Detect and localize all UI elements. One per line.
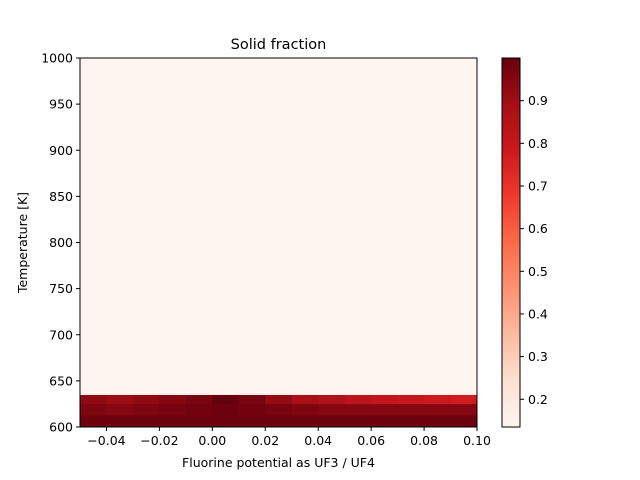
heatmap-cell <box>265 58 293 395</box>
x-tick-label: 0.06 <box>357 433 385 448</box>
y-tick-label: 600 <box>49 420 73 435</box>
heatmap-cell <box>238 58 266 395</box>
colorbar-tick-label: 0.8 <box>528 136 548 151</box>
heatmap-cell <box>291 58 319 395</box>
colorbar-tick-label: 0.7 <box>528 178 548 193</box>
heatmap-cell <box>424 415 451 428</box>
heatmap-cell <box>318 58 346 395</box>
y-tick-label: 900 <box>49 143 73 158</box>
heatmap-cell <box>265 403 293 416</box>
x-tick-label: 0.08 <box>410 433 438 448</box>
heatmap-cell <box>397 403 425 416</box>
heatmap-cells <box>80 58 478 428</box>
heatmap-cell <box>291 394 319 405</box>
x-tick-label: 0.02 <box>251 433 279 448</box>
colorbar-tick-label: 0.2 <box>528 392 548 407</box>
heatmap-cell <box>397 58 425 395</box>
heatmap-cell <box>185 394 213 405</box>
y-axis-ticks: 600 650 700 750 800 850 900 950 1000 <box>41 51 80 435</box>
heatmap-cell <box>450 403 478 416</box>
chart-title: Solid fraction <box>231 37 327 53</box>
y-tick-label: 700 <box>49 327 73 342</box>
x-tick-label: −0.04 <box>87 433 125 448</box>
heatmap-cell <box>371 403 398 416</box>
heatmap-cell <box>424 394 451 405</box>
y-tick-label: 850 <box>49 189 73 204</box>
y-tick-label: 1000 <box>41 51 73 66</box>
colorbar-tick-label: 0.5 <box>528 264 548 279</box>
heatmap-cell <box>397 394 425 405</box>
heatmap-cell <box>265 415 293 428</box>
heatmap-cell <box>265 394 293 405</box>
heatmap-cell <box>159 403 187 416</box>
heatmap-cell <box>132 58 160 395</box>
heatmap-cell <box>80 394 107 405</box>
x-axis-ticks: −0.04 −0.02 0.00 0.02 0.04 0.06 0.08 0.10 <box>87 427 491 448</box>
colorbar <box>501 57 521 428</box>
heatmap-cell <box>159 394 187 405</box>
colorbar-tick-label: 0.9 <box>528 93 548 108</box>
heatmap-cell <box>397 415 425 428</box>
x-tick-label: 0.10 <box>463 433 491 448</box>
x-tick-label: −0.02 <box>140 433 178 448</box>
heatmap-cell <box>132 403 160 416</box>
heatmap-cell <box>450 394 478 405</box>
heatmap-cell <box>238 415 266 428</box>
heatmap-cell <box>424 403 451 416</box>
x-axis-label: Fluorine potential as UF3 / UF4 <box>182 455 375 470</box>
heatmap-cell <box>424 58 451 395</box>
heatmap-cell <box>80 403 107 416</box>
heatmap-cell <box>212 403 240 416</box>
colorbar-tick-label: 0.3 <box>528 349 548 364</box>
heatmap-cell <box>450 58 478 395</box>
heatmap-cell <box>212 58 240 395</box>
heatmap-cell <box>371 394 398 405</box>
heatmap-cell <box>106 403 134 416</box>
heatmap-cell <box>344 415 372 428</box>
heatmap-cell <box>106 415 134 428</box>
y-tick-label: 950 <box>49 97 73 112</box>
y-tick-label: 650 <box>49 373 73 388</box>
heatmap-cell <box>159 58 187 395</box>
colorbar-tick-label: 0.6 <box>528 221 548 236</box>
heatmap-cell <box>318 415 346 428</box>
heatmap-cell <box>371 58 398 395</box>
x-tick-label: 0.00 <box>198 433 226 448</box>
heatmap-cell <box>291 403 319 416</box>
heatmap-cell <box>344 403 372 416</box>
heatmap-cell <box>344 394 372 405</box>
heatmap-cell <box>212 415 240 428</box>
heatmap-cell <box>106 58 134 395</box>
heatmap-cell <box>318 394 346 405</box>
heatmap-cell <box>212 394 240 405</box>
heatmap-cell <box>80 415 107 428</box>
y-tick-label: 800 <box>49 235 73 250</box>
heatmap-cell <box>291 415 319 428</box>
x-tick-label: 0.04 <box>304 433 332 448</box>
heatmap-cell <box>238 394 266 405</box>
heatmap-cell <box>238 403 266 416</box>
heatmap-cell <box>132 415 160 428</box>
y-axis-label: Temperature [K] <box>15 192 30 294</box>
y-tick-label: 750 <box>49 281 73 296</box>
heatmap-cell <box>371 415 398 428</box>
heatmap-cell <box>159 415 187 428</box>
heatmap-cell <box>185 403 213 416</box>
heatmap-cell <box>80 58 107 395</box>
colorbar-ticks: 0.2 0.3 0.4 0.5 0.6 0.7 0.8 0.9 <box>520 93 548 407</box>
heatmap-cell <box>185 58 213 395</box>
heatmap-cell <box>318 403 346 416</box>
heatmap-cell <box>450 415 478 428</box>
colorbar-tick-label: 0.4 <box>528 306 548 321</box>
heatmap-cell <box>132 394 160 405</box>
heatmap-cell <box>106 394 134 405</box>
heatmap-cell <box>344 58 372 395</box>
heatmap-cell <box>185 415 213 428</box>
